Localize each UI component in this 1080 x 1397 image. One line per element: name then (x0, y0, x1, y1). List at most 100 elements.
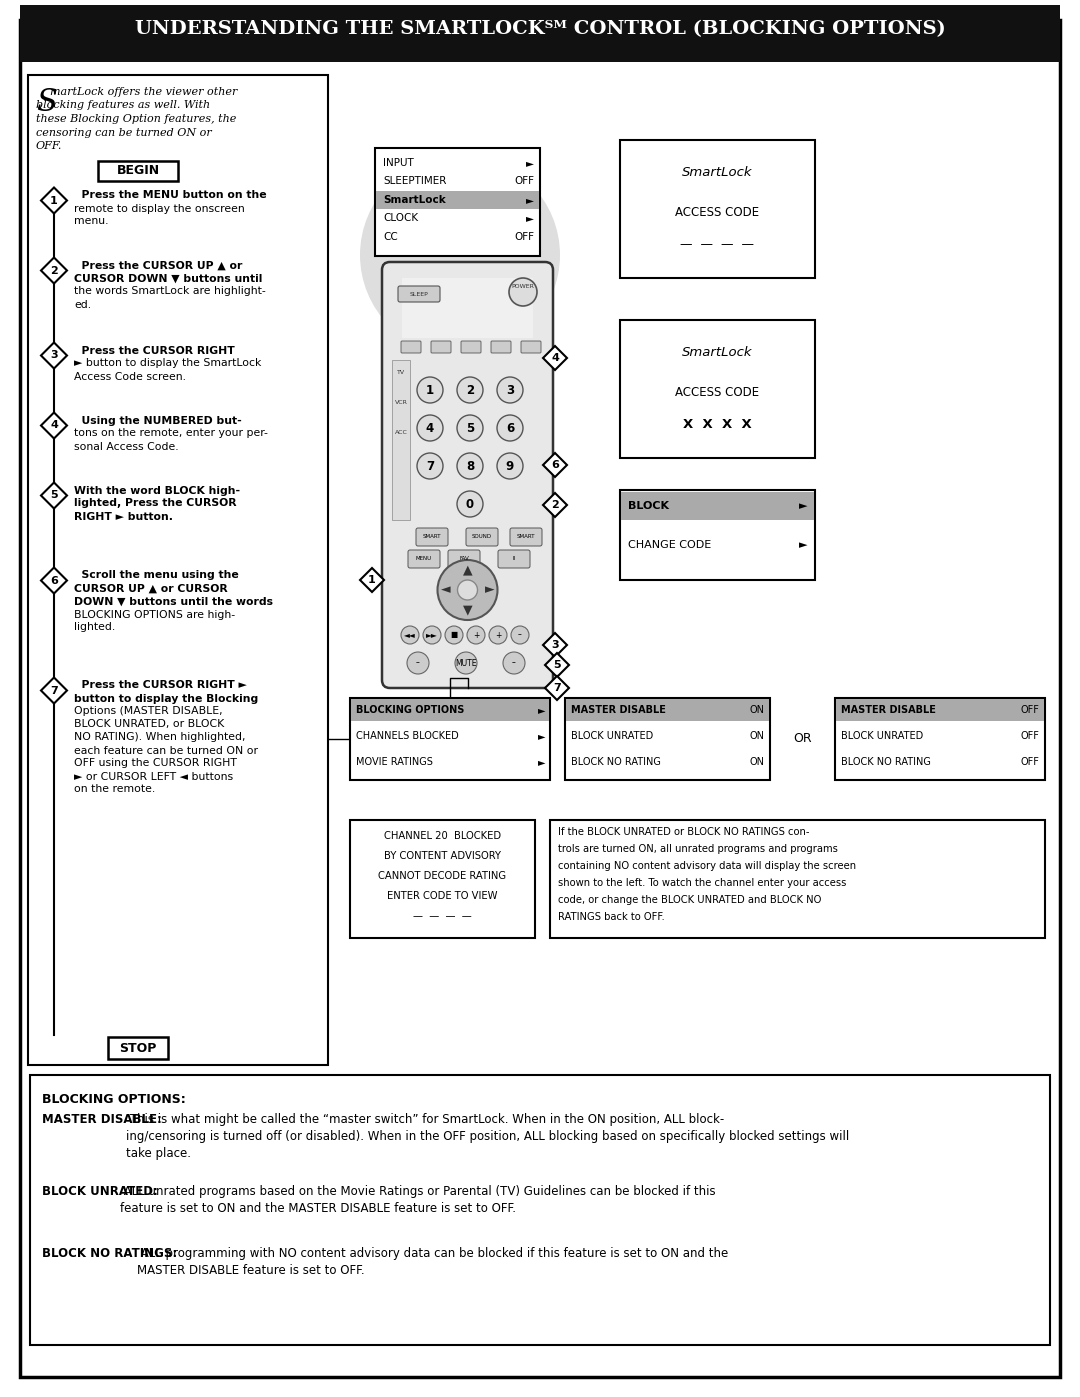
Text: ACC: ACC (394, 430, 407, 434)
Polygon shape (41, 678, 67, 704)
Text: 4: 4 (426, 422, 434, 434)
Text: 6: 6 (551, 460, 559, 469)
Text: BLOCK UNRATED:: BLOCK UNRATED: (42, 1185, 158, 1199)
Text: menu.: menu. (75, 217, 108, 226)
Text: button to display the Blocking: button to display the Blocking (75, 693, 258, 704)
Text: ►: ► (526, 158, 534, 168)
Text: MOVIE RATINGS: MOVIE RATINGS (356, 757, 433, 767)
Text: 6: 6 (50, 576, 58, 585)
Text: ▲: ▲ (462, 563, 472, 577)
Bar (375, 148, 540, 256)
Circle shape (497, 415, 523, 441)
Text: POWER: POWER (512, 284, 535, 289)
Text: II: II (512, 556, 515, 562)
Text: MENU: MENU (416, 556, 432, 562)
Bar (620, 490, 815, 580)
Text: CHANGE CODE: CHANGE CODE (627, 541, 712, 550)
Circle shape (458, 580, 477, 599)
Circle shape (497, 453, 523, 479)
Text: CHANNEL 20  BLOCKED: CHANNEL 20 BLOCKED (383, 831, 501, 841)
Text: OFF: OFF (514, 232, 534, 242)
Text: blocking features as well. With: blocking features as well. With (36, 101, 211, 110)
Text: ALL unrated programs based on the Movie Ratings or Parental (TV) Guidelines can : ALL unrated programs based on the Movie … (120, 1185, 716, 1215)
Polygon shape (41, 187, 67, 214)
Polygon shape (41, 567, 67, 594)
Circle shape (401, 626, 419, 644)
Text: ► button to display the SmartLock: ► button to display the SmartLock (75, 359, 261, 369)
Text: SmartLock: SmartLock (683, 165, 753, 179)
Text: UNDERSTANDING THE SMARTLOCKᵀᴹ CONTROL (BLOCKING OPTIONS): UNDERSTANDING THE SMARTLOCKᵀᴹ CONTROL (B… (135, 20, 945, 38)
FancyBboxPatch shape (416, 528, 448, 546)
Circle shape (417, 453, 443, 479)
Text: ■: ■ (450, 630, 458, 640)
Bar (351, 698, 549, 721)
Text: BLOCKING OPTIONS:: BLOCKING OPTIONS: (42, 1092, 186, 1106)
Text: Using the NUMBERED but-: Using the NUMBERED but- (75, 415, 242, 426)
Text: +: + (495, 630, 501, 640)
Circle shape (509, 278, 537, 306)
Text: SMART: SMART (516, 535, 536, 539)
Text: ◄◄: ◄◄ (404, 630, 416, 640)
Bar (835, 698, 1045, 780)
Text: tons on the remote, enter your per-: tons on the remote, enter your per- (75, 429, 268, 439)
Circle shape (467, 626, 485, 644)
Text: ►: ► (485, 584, 495, 597)
Text: BEGIN: BEGIN (117, 163, 160, 177)
Text: ►►: ►► (427, 630, 437, 640)
Text: 4: 4 (551, 353, 559, 363)
Text: CURSOR UP ▲ or CURSOR: CURSOR UP ▲ or CURSOR (75, 584, 228, 594)
Text: 2: 2 (50, 265, 58, 275)
Text: ◄: ◄ (441, 584, 450, 597)
Polygon shape (545, 676, 569, 700)
Text: 8: 8 (465, 460, 474, 472)
Text: BLOCK UNRATED: BLOCK UNRATED (571, 731, 653, 740)
Polygon shape (41, 482, 67, 509)
Text: Scroll the menu using the: Scroll the menu using the (75, 570, 239, 581)
Bar (30, 1076, 1050, 1345)
Text: OR: OR (793, 732, 812, 746)
Polygon shape (41, 412, 67, 439)
Text: DOWN ▼ buttons until the words: DOWN ▼ buttons until the words (75, 597, 273, 606)
Text: RATINGS back to OFF.: RATINGS back to OFF. (558, 912, 665, 922)
Text: OFF.: OFF. (36, 141, 63, 151)
Bar (392, 360, 410, 520)
Text: X  X  X  X: X X X X (684, 419, 752, 432)
FancyBboxPatch shape (465, 528, 498, 546)
Text: Access Code screen.: Access Code screen. (75, 372, 186, 381)
Circle shape (503, 652, 525, 673)
FancyBboxPatch shape (491, 341, 511, 353)
Bar (28, 75, 328, 1065)
Text: With the word BLOCK high-: With the word BLOCK high- (75, 486, 240, 496)
Text: MASTER DISABLE: MASTER DISABLE (571, 705, 666, 715)
Text: OFF: OFF (514, 176, 534, 186)
Text: Press the CURSOR UP ▲ or: Press the CURSOR UP ▲ or (75, 260, 242, 271)
FancyBboxPatch shape (448, 550, 480, 569)
Text: ► or CURSOR LEFT ◄ buttons: ► or CURSOR LEFT ◄ buttons (75, 771, 233, 781)
Text: OFF: OFF (1021, 731, 1039, 740)
Text: SLEEP: SLEEP (409, 292, 429, 296)
Text: MASTER DISABLE:: MASTER DISABLE: (42, 1113, 162, 1126)
Circle shape (457, 490, 483, 517)
Text: 0: 0 (465, 497, 474, 510)
Text: Options (MASTER DISABLE,: Options (MASTER DISABLE, (75, 707, 222, 717)
FancyBboxPatch shape (510, 528, 542, 546)
Circle shape (511, 626, 529, 644)
Text: 3: 3 (505, 384, 514, 397)
Text: VCR: VCR (394, 400, 407, 405)
Text: containing NO content advisory data will display the screen: containing NO content advisory data will… (558, 861, 856, 870)
Text: SmartLock: SmartLock (683, 345, 753, 359)
Bar (550, 820, 1045, 937)
Text: CC: CC (383, 232, 397, 242)
Circle shape (360, 155, 561, 355)
Bar (620, 320, 815, 458)
Circle shape (423, 626, 441, 644)
Text: remote to display the onscreen: remote to display the onscreen (75, 204, 245, 214)
Text: lighted.: lighted. (75, 623, 116, 633)
Text: —  —  —  —: — — — — (414, 911, 472, 921)
Text: BLOCKING OPTIONS: BLOCKING OPTIONS (356, 705, 464, 715)
Text: OFF: OFF (1021, 705, 1039, 715)
Text: STOP: STOP (119, 1042, 157, 1055)
Text: trols are turned ON, all unrated programs and programs: trols are turned ON, all unrated program… (558, 844, 838, 854)
Bar (621, 492, 814, 520)
Text: sonal Access Code.: sonal Access Code. (75, 441, 178, 451)
